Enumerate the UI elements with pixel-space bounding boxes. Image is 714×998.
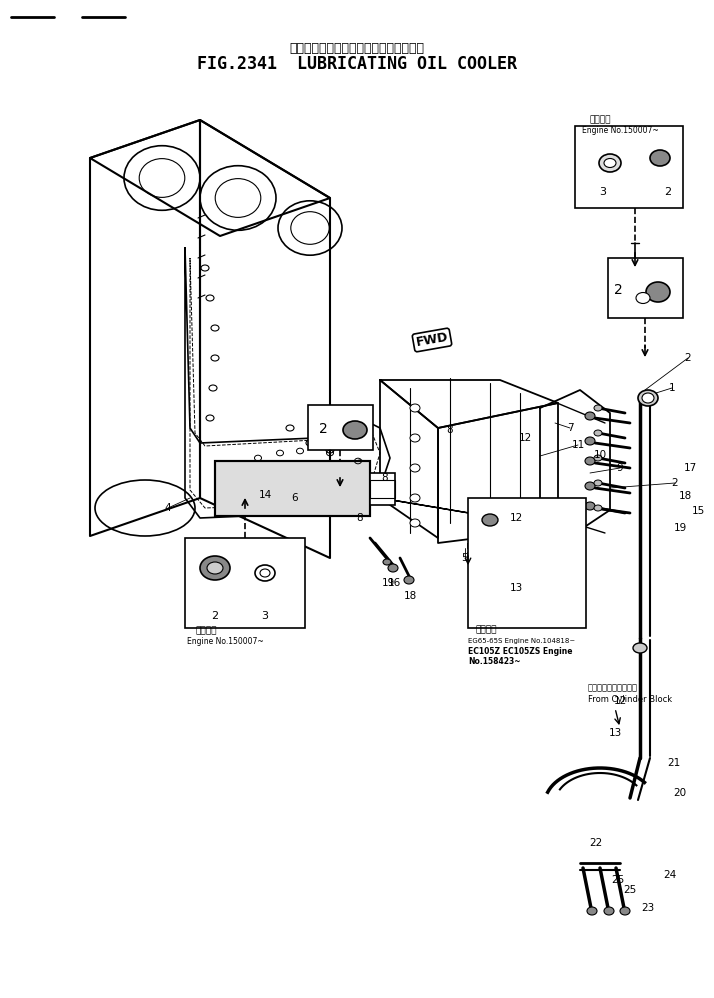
Ellipse shape xyxy=(404,576,414,584)
Text: 12: 12 xyxy=(510,513,523,523)
Ellipse shape xyxy=(594,430,602,436)
Bar xyxy=(608,258,683,318)
Text: 15: 15 xyxy=(691,506,705,516)
Text: FWD: FWD xyxy=(415,330,449,349)
Text: Engine No.150007~: Engine No.150007~ xyxy=(187,637,263,646)
Bar xyxy=(185,538,305,628)
Ellipse shape xyxy=(410,519,420,527)
Text: 12: 12 xyxy=(518,433,532,443)
Ellipse shape xyxy=(410,494,420,502)
Text: 5: 5 xyxy=(462,553,468,563)
Text: No.158423~: No.158423~ xyxy=(468,658,521,667)
Ellipse shape xyxy=(207,562,223,574)
Text: 19: 19 xyxy=(673,523,687,533)
Ellipse shape xyxy=(633,643,647,653)
Ellipse shape xyxy=(599,154,621,172)
Bar xyxy=(575,126,683,208)
Ellipse shape xyxy=(343,421,367,439)
Text: 13: 13 xyxy=(510,583,523,593)
Polygon shape xyxy=(185,248,390,518)
Text: 8: 8 xyxy=(447,425,453,435)
Bar xyxy=(215,461,370,516)
Text: 3: 3 xyxy=(261,611,268,621)
Text: 14: 14 xyxy=(258,490,271,500)
Ellipse shape xyxy=(604,907,614,915)
Text: 13: 13 xyxy=(608,728,622,738)
Bar xyxy=(468,498,586,628)
Ellipse shape xyxy=(646,282,670,302)
Text: 6: 6 xyxy=(292,493,298,503)
Text: 22: 22 xyxy=(589,838,603,848)
Ellipse shape xyxy=(383,559,391,565)
Text: 17: 17 xyxy=(683,463,697,473)
Text: 25: 25 xyxy=(611,875,625,885)
Text: 2: 2 xyxy=(672,478,678,488)
Ellipse shape xyxy=(638,390,658,406)
Text: 19: 19 xyxy=(381,578,395,588)
Text: FIG.2341  LUBRICATING OIL COOLER: FIG.2341 LUBRICATING OIL COOLER xyxy=(197,55,517,73)
Text: Engine No.150007~: Engine No.150007~ xyxy=(582,126,659,135)
Ellipse shape xyxy=(200,556,230,580)
Bar xyxy=(370,480,395,498)
Ellipse shape xyxy=(388,564,398,572)
Ellipse shape xyxy=(410,434,420,442)
Ellipse shape xyxy=(482,514,498,526)
Text: 2: 2 xyxy=(665,187,672,197)
Ellipse shape xyxy=(585,502,595,510)
Text: 8: 8 xyxy=(357,513,363,523)
Ellipse shape xyxy=(636,292,650,303)
Ellipse shape xyxy=(585,482,595,490)
Text: 4: 4 xyxy=(165,503,171,513)
Text: 適用号機: 適用号機 xyxy=(195,627,216,636)
Text: 8: 8 xyxy=(382,473,388,483)
Ellipse shape xyxy=(585,457,595,465)
Text: 24: 24 xyxy=(663,870,677,880)
Text: 10: 10 xyxy=(593,450,607,460)
Bar xyxy=(308,405,373,450)
Text: 2: 2 xyxy=(685,353,691,363)
Text: 11: 11 xyxy=(571,440,585,450)
Text: 適用号機: 適用号機 xyxy=(590,116,611,125)
Text: 9: 9 xyxy=(617,463,623,473)
Text: 23: 23 xyxy=(641,903,655,913)
Text: 2: 2 xyxy=(211,611,218,621)
Ellipse shape xyxy=(620,907,630,915)
Text: From Cylinder Block: From Cylinder Block xyxy=(588,696,672,705)
Ellipse shape xyxy=(594,455,602,461)
Text: 25: 25 xyxy=(623,885,637,895)
Ellipse shape xyxy=(594,480,602,486)
Text: EC105Z EC105ZS Engine: EC105Z EC105ZS Engine xyxy=(468,648,573,657)
Text: 2: 2 xyxy=(613,283,623,297)
Ellipse shape xyxy=(650,150,670,166)
Ellipse shape xyxy=(642,393,654,403)
Bar xyxy=(215,461,370,516)
Text: 3: 3 xyxy=(600,187,606,197)
Ellipse shape xyxy=(585,437,595,445)
Text: 12: 12 xyxy=(613,696,627,706)
Ellipse shape xyxy=(594,505,602,511)
Ellipse shape xyxy=(585,412,595,420)
Text: 2: 2 xyxy=(318,422,328,436)
Ellipse shape xyxy=(410,404,420,412)
Text: 16: 16 xyxy=(388,578,401,588)
Ellipse shape xyxy=(260,569,270,577)
Text: EG65-65S Engine No.104818~: EG65-65S Engine No.104818~ xyxy=(468,638,575,644)
Text: シリンダブロックから: シリンダブロックから xyxy=(588,684,638,693)
Text: 21: 21 xyxy=(668,758,680,768)
Ellipse shape xyxy=(587,907,597,915)
Bar xyxy=(370,473,395,505)
Text: 適用号機: 適用号機 xyxy=(475,626,496,635)
Text: 18: 18 xyxy=(678,491,692,501)
Ellipse shape xyxy=(410,464,420,472)
Text: ルーブリケーティング　オイル　クーラ: ルーブリケーティング オイル クーラ xyxy=(289,42,425,55)
Text: 1: 1 xyxy=(669,383,675,393)
Ellipse shape xyxy=(594,405,602,411)
Text: 18: 18 xyxy=(403,591,417,601)
Text: 20: 20 xyxy=(673,788,687,798)
Text: 7: 7 xyxy=(567,423,573,433)
Ellipse shape xyxy=(604,159,616,168)
